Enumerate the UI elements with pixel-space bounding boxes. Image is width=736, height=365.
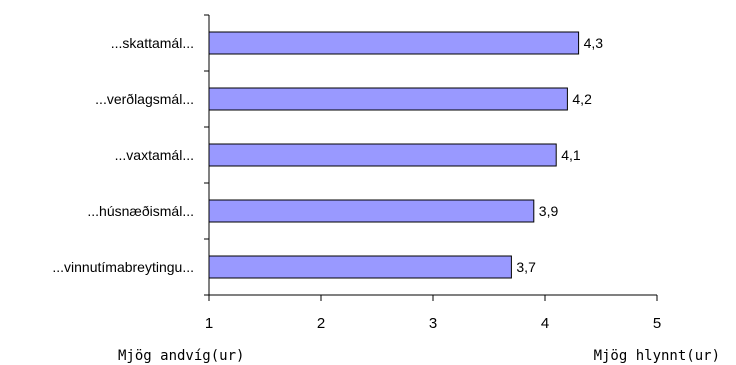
bar (208, 255, 512, 279)
category-label: ...verðlagsmál... (95, 91, 194, 107)
x-tick-label: 4 (541, 315, 549, 332)
x-tick-label: 1 (205, 315, 213, 332)
category-label: ...vinnutímabreytingu... (52, 259, 194, 275)
x-tick-label: 2 (317, 315, 325, 332)
x-tick-label: 3 (429, 315, 437, 332)
value-label: 3,7 (516, 259, 536, 275)
category-label: ...húsnæðismál... (87, 203, 194, 219)
x-tick-label: 5 (653, 315, 661, 332)
axes-layer: 1 2 3 4 5 ...skattamál... 4,3 ...verðlagsmál...… (52, 14, 661, 332)
bar (208, 143, 557, 167)
x-axis-max-label: Mjög hlynnt(ur) (594, 348, 720, 364)
value-label: 4,3 (584, 35, 604, 51)
bar (208, 87, 568, 111)
category-label: ...skattamál... (111, 35, 194, 51)
value-label: 4,2 (572, 91, 592, 107)
value-label: 3,9 (539, 203, 559, 219)
bar (208, 31, 580, 55)
value-label: 4,1 (561, 147, 581, 163)
x-axis-min-label: Mjög andvíg(ur) (118, 348, 244, 364)
bar (208, 199, 535, 223)
category-label: ...vaxtamál... (115, 147, 194, 163)
bars-layer (208, 31, 580, 279)
